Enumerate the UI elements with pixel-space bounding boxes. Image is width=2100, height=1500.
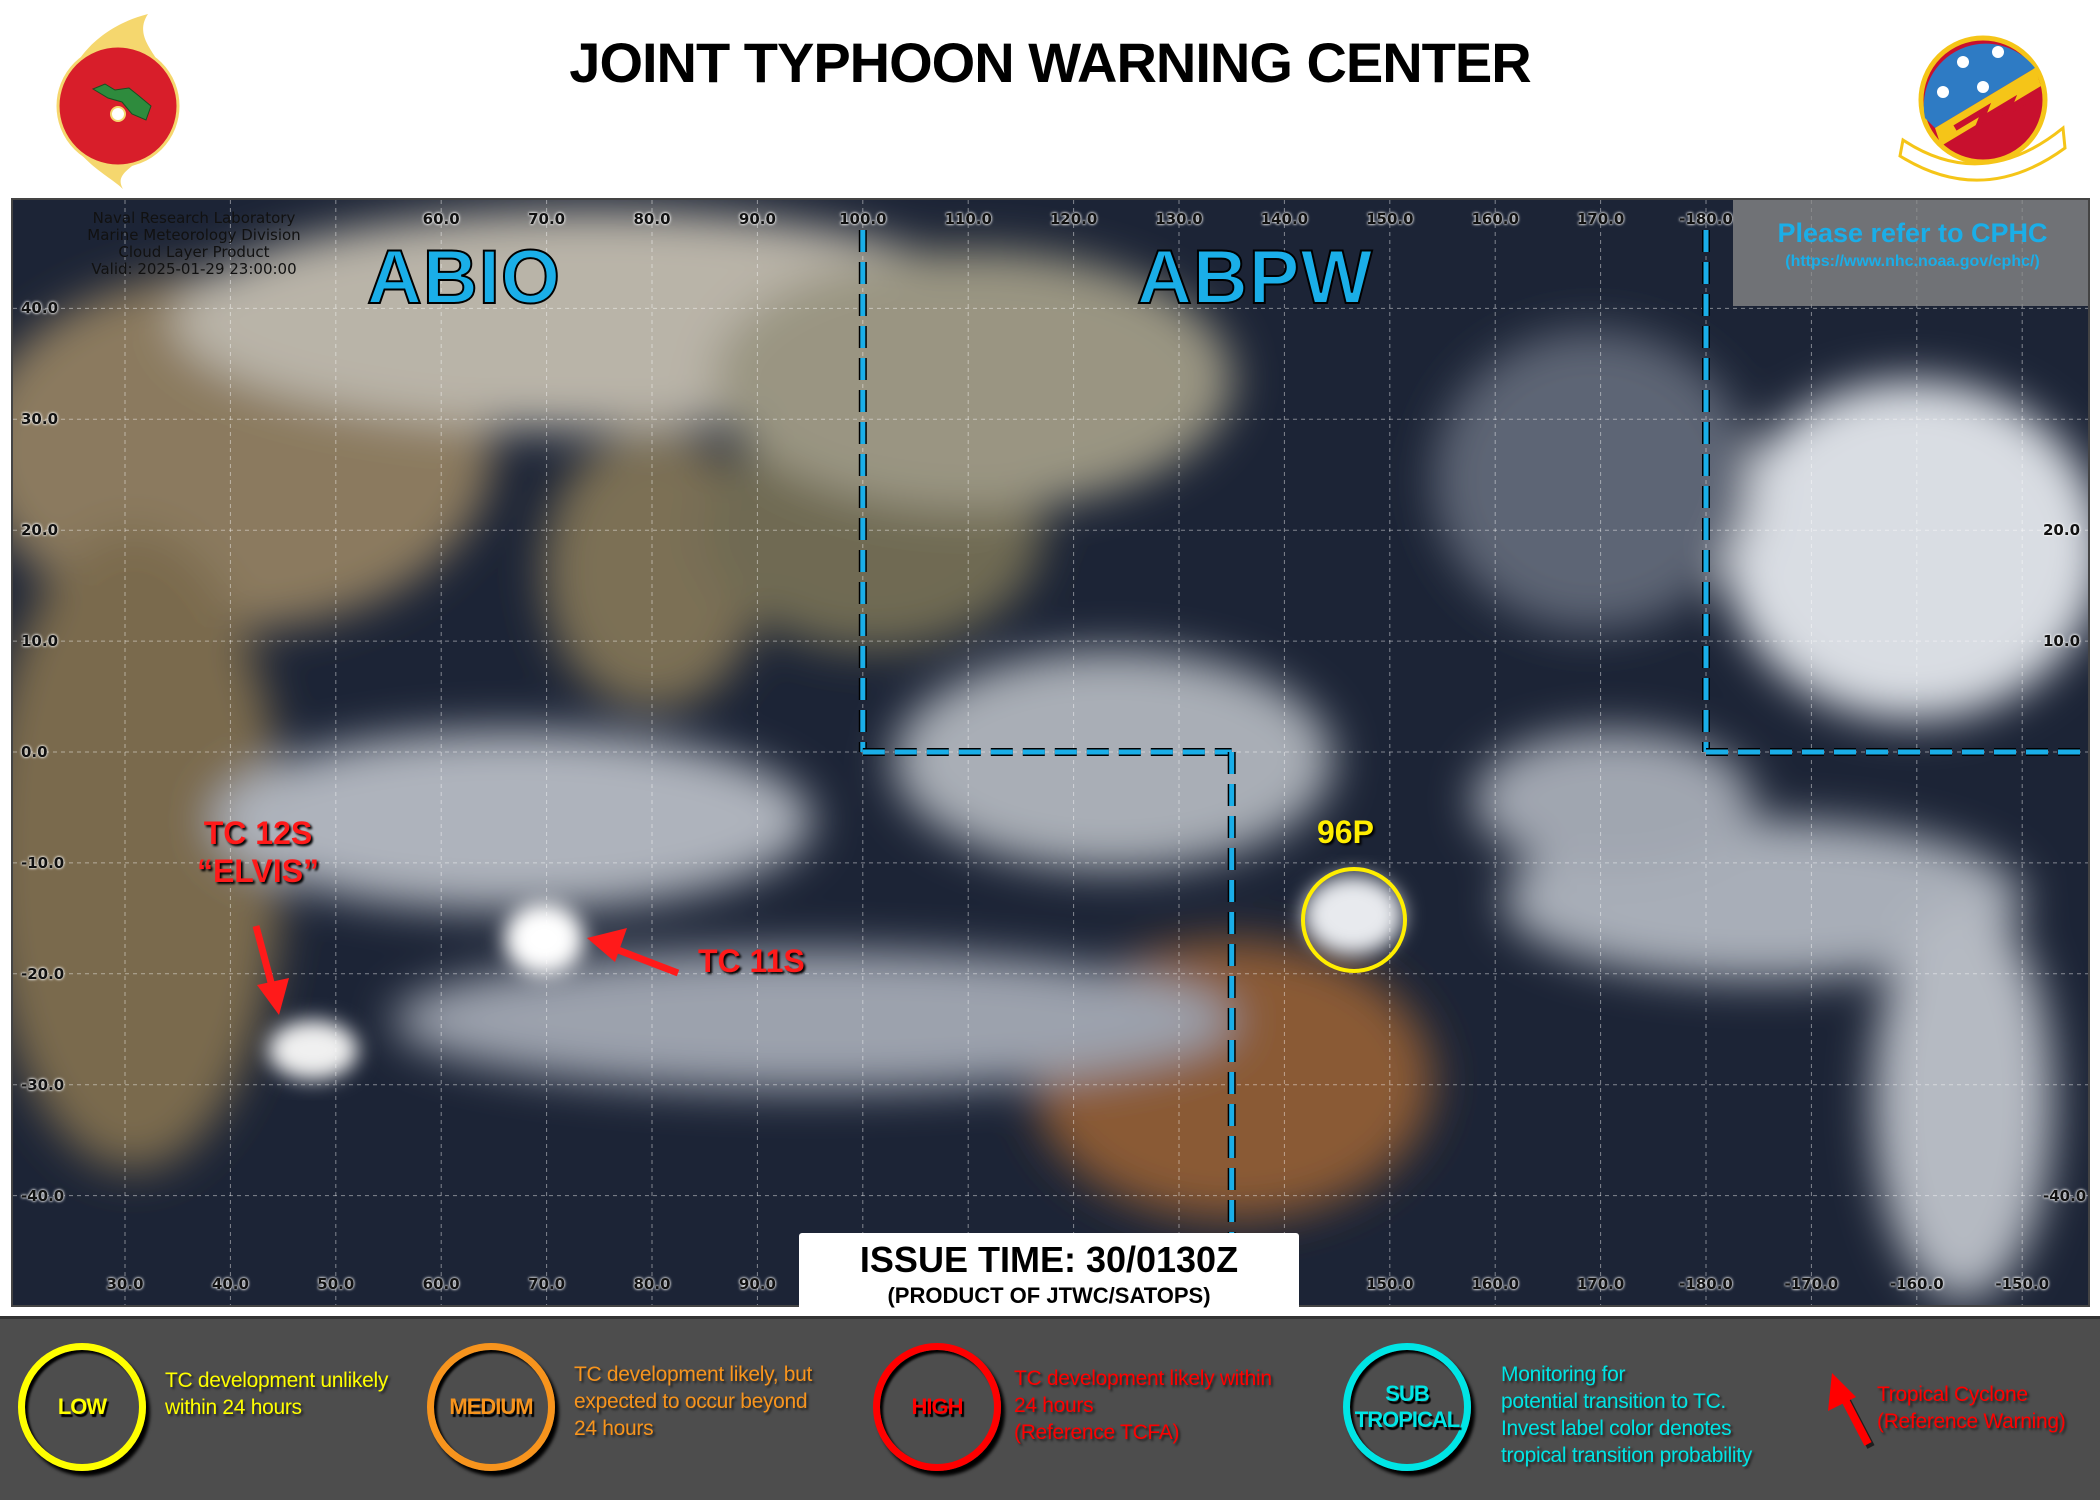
top-lon-label: -180.0 (1679, 210, 1733, 228)
tc12s-arrow (252, 925, 289, 1015)
basin-label-abio: ABIO (366, 235, 561, 320)
bottom-lon-label: -160.0 (1889, 1275, 1944, 1293)
top-lon-label: 160.0 (1471, 210, 1519, 228)
credit-line: Marine Meteorology Division (87, 226, 301, 244)
legend-high-label: HIGH (911, 1394, 964, 1419)
product-credit: Naval Research Laboratory Marine Meteoro… (49, 210, 339, 278)
bottom-lon-label: 70.0 (528, 1275, 566, 1293)
legend-line: potential transition to TC. (1501, 1390, 1726, 1413)
legend-line: expected to occur beyond (574, 1390, 808, 1413)
left-lat-label: -40.0 (21, 1186, 65, 1205)
legend-line: TC development likely within (1014, 1367, 1272, 1390)
cloud-features (268, 875, 1403, 1080)
legend-line: (Reference Warning) (1877, 1410, 2066, 1433)
legend-low-text: TC development unlikely within 24 hours (165, 1367, 388, 1421)
legend-line: Tropical Cyclone (1877, 1383, 2028, 1406)
bottom-lon-label: -150.0 (1995, 1275, 2050, 1293)
top-lon-label: 90.0 (738, 210, 776, 228)
top-lon-label: 80.0 (633, 210, 671, 228)
left-lat-label: 20.0 (21, 521, 59, 540)
left-lat-label: -10.0 (21, 853, 65, 872)
legend-line: Monitoring for (1501, 1363, 1626, 1386)
legend-sub-label: SUB (1385, 1381, 1429, 1406)
left-lat-label: 0.0 (21, 743, 48, 761)
basin-label-abpw: ABPW (1136, 235, 1374, 320)
legend-tropical-label: TROPICAL (1354, 1407, 1460, 1432)
bottom-lon-label: 150.0 (1366, 1275, 1414, 1293)
legend-line: 24 hours (1014, 1394, 1094, 1417)
satellite-map[interactable]: Naval Research Laboratory Marine Meteoro… (11, 198, 2090, 1307)
bottom-lon-label: 30.0 (106, 1275, 144, 1293)
legend-medium-circle: MEDIUM (427, 1343, 555, 1471)
satellite-imagery (13, 200, 2088, 1305)
aor-boundaries (858, 230, 2088, 1305)
right-lat-label: 10.0 (2043, 632, 2081, 651)
top-lon-label: 140.0 (1260, 210, 1309, 228)
left-lat-label: -20.0 (21, 964, 65, 983)
right-lat-label: -40.0 (2043, 1186, 2087, 1205)
legend-medium-label: MEDIUM (449, 1394, 533, 1419)
top-lon-label: 130.0 (1155, 210, 1203, 228)
bottom-lon-label: 80.0 (633, 1275, 671, 1293)
bottom-lon-label: -180.0 (1679, 1275, 1733, 1293)
issue-time-box: ISSUE TIME: 30/0130Z (PRODUCT OF JTWC/SA… (799, 1233, 1299, 1316)
credit-line: Cloud Layer Product (118, 243, 270, 261)
credit-line: Valid: 2025-01-29 23:00:00 (91, 260, 297, 278)
legend-subtropical-text: Monitoring for potential transition to T… (1501, 1361, 1752, 1469)
17ows-logo (1898, 35, 2067, 182)
legend-line: 24 hours (574, 1417, 654, 1440)
legend-low-label: LOW (57, 1394, 107, 1419)
legend-line: TC development likely, but (574, 1363, 813, 1386)
bottom-lon-label: -170.0 (1784, 1275, 1839, 1293)
invest-96p-label[interactable]: 96P (1317, 814, 1374, 850)
tc11s-arrow (587, 928, 680, 977)
bottom-lon-label: 90.0 (738, 1275, 776, 1293)
right-lat-label: 20.0 (2043, 521, 2081, 540)
top-lon-label: 170.0 (1576, 210, 1625, 228)
tropical-cyclone-arrow-icon (1828, 1373, 1875, 1449)
legend-line: (Reference TCFA) (1014, 1421, 1180, 1444)
cphc-notice: Please refer to CPHC (https://www.nhc.no… (1733, 200, 2088, 306)
issue-time: ISSUE TIME: 30/0130Z (859, 1239, 1239, 1280)
legend-high-text: TC development likely within 24 hours (R… (1014, 1365, 1272, 1446)
legend-subtropical-circle: SUB TROPICAL (1343, 1343, 1471, 1471)
left-lat-label: 30.0 (21, 410, 59, 429)
left-lat-label: -30.0 (21, 1075, 65, 1094)
cphc-title: Please refer to CPHC (1777, 218, 2048, 248)
top-lon-label: 70.0 (528, 210, 566, 228)
bottom-lon-label: 60.0 (422, 1275, 460, 1293)
legend-line: TC development unlikely (165, 1369, 389, 1392)
legend-line: Invest label color denotes (1501, 1417, 1732, 1440)
top-lon-label: 120.0 (1049, 210, 1098, 228)
left-lat-label: 10.0 (21, 632, 59, 651)
cphc-link[interactable]: (https://www.nhc.noaa.gov/cphc/) (1785, 253, 2040, 270)
invest-96p-circle (1301, 867, 1407, 973)
bottom-lon-label: 170.0 (1576, 1275, 1625, 1293)
tc12s-label[interactable]: TC 12S “ELVIS” (173, 814, 343, 890)
credit-line: Naval Research Laboratory (92, 209, 296, 227)
bottom-lon-label: 40.0 (211, 1275, 249, 1293)
top-lon-label: 150.0 (1366, 210, 1414, 228)
legend-line: tropical transition probability (1501, 1444, 1752, 1467)
legend-panel: LOW TC development unlikely within 24 ho… (0, 1316, 2100, 1500)
bottom-lon-label: 50.0 (317, 1275, 355, 1293)
top-lon-label: 110.0 (944, 210, 992, 228)
legend-medium-text: TC development likely, but expected to o… (574, 1361, 812, 1442)
tc12s-id: TC 12S (203, 815, 313, 851)
bottom-lon-label: 160.0 (1471, 1275, 1519, 1293)
legend-low-circle: LOW (18, 1343, 146, 1471)
jtwc-logo (56, 14, 180, 189)
product-source: (PRODUCT OF JTWC/SATOPS) (887, 1283, 1211, 1308)
legend-high-circle: HIGH (873, 1343, 1001, 1471)
tc11s-label[interactable]: TC 11S (698, 943, 805, 979)
left-lat-label: 40.0 (21, 299, 59, 318)
legend-tc-text: Tropical Cyclone (Reference Warning) (1877, 1381, 2066, 1435)
top-lon-label: 60.0 (422, 210, 460, 228)
top-lon-label: 100.0 (839, 210, 887, 228)
tc12s-name: “ELVIS” (196, 853, 320, 889)
page-title: JOINT TYPHOON WARNING CENTER (569, 31, 1531, 94)
legend-line: within 24 hours (165, 1396, 302, 1419)
